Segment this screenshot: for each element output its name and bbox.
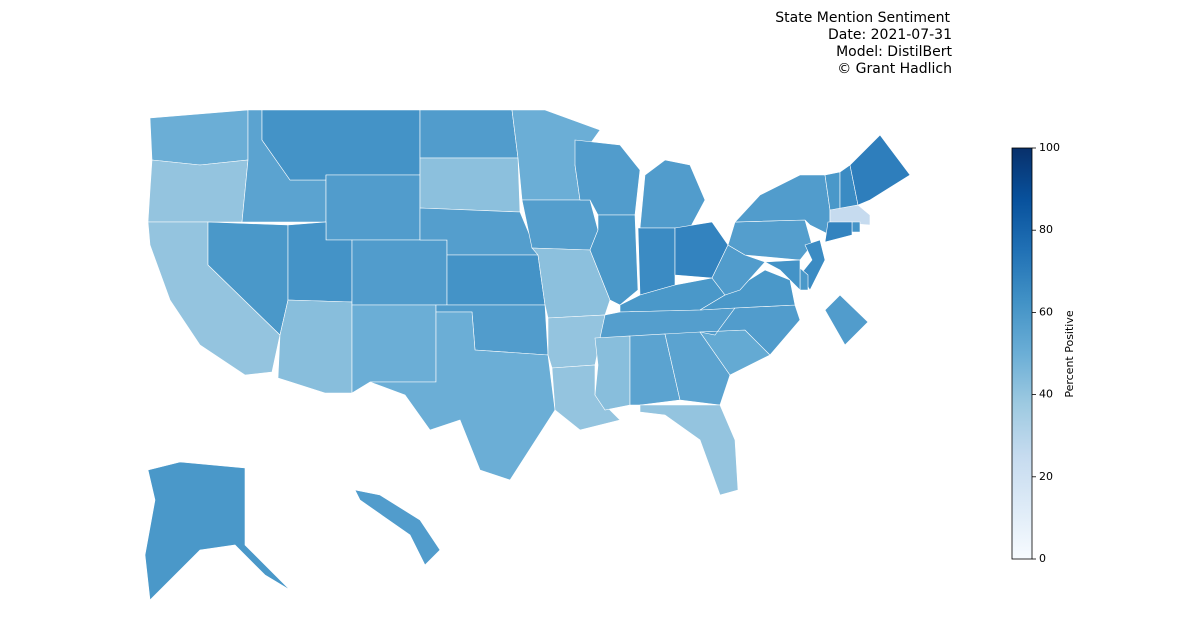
map	[144, 109, 911, 601]
state-region	[664, 331, 731, 406]
state-region	[589, 214, 639, 306]
colorbar-tick-label: 0	[1039, 552, 1046, 565]
state-region	[639, 159, 706, 229]
annotation: © Grant Hadlich	[837, 61, 952, 77]
state-region	[419, 157, 521, 213]
state-region	[261, 109, 421, 181]
state-region	[144, 461, 291, 601]
annotation: Model: DistilBert	[836, 44, 952, 60]
state-region	[521, 199, 599, 251]
colorbar-tick-label: 100	[1039, 141, 1060, 154]
state-region	[551, 364, 621, 431]
state-region	[824, 221, 853, 243]
state-region	[351, 304, 437, 394]
state-region	[851, 221, 861, 233]
state-region	[849, 134, 911, 206]
state-region	[763, 259, 801, 291]
colorbar-tick-label: 20	[1039, 470, 1053, 483]
colorbar-label: Percent Positive	[1063, 310, 1076, 398]
state-region	[637, 227, 676, 296]
annotation: Date: 2021-07-31	[828, 27, 952, 43]
colorbar-tick-label: 60	[1039, 305, 1053, 318]
state-region	[629, 333, 681, 406]
state-region	[277, 299, 353, 394]
state-region	[446, 254, 546, 306]
colorbar-tick-label: 40	[1039, 388, 1053, 401]
state-region	[354, 489, 441, 566]
state-region	[325, 174, 421, 241]
state-region	[147, 159, 249, 223]
state-region	[824, 294, 869, 346]
state-region	[369, 311, 556, 481]
state-region	[419, 109, 519, 159]
colorbar-tick-label: 80	[1039, 223, 1053, 236]
colorbar	[1011, 147, 1033, 560]
state-region	[639, 404, 739, 496]
state-region	[594, 335, 631, 411]
state-region	[829, 204, 871, 226]
state-region	[351, 239, 448, 306]
title: State Mention Sentiment	[775, 10, 950, 26]
state-region	[149, 109, 249, 166]
